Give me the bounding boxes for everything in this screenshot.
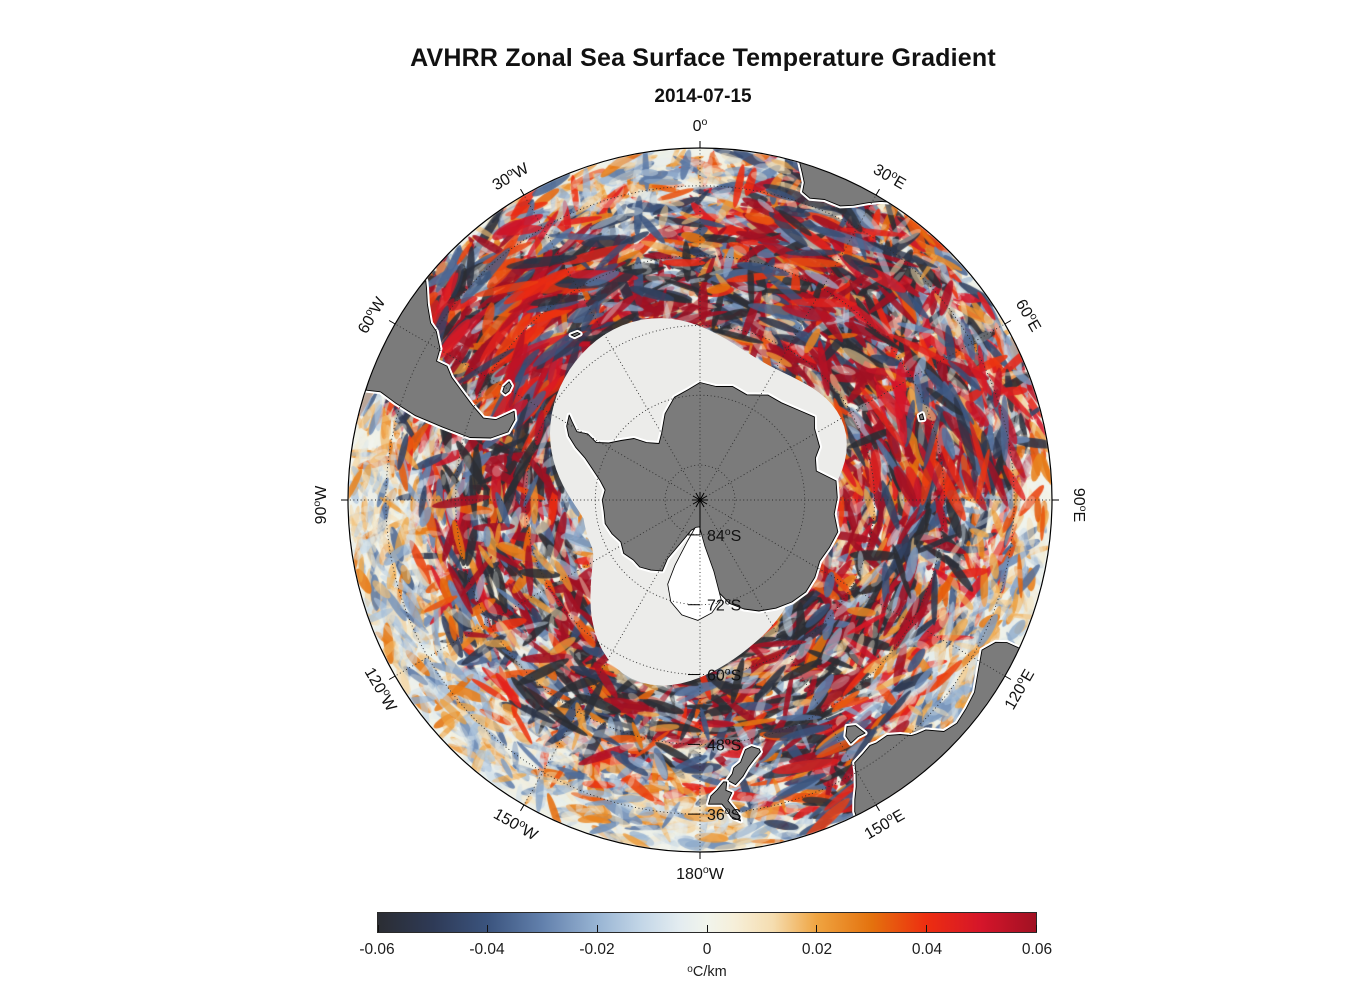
longitude-tick	[520, 804, 525, 812]
colorbar-tick-label: -0.06	[359, 941, 395, 958]
colorbar-unit-label: oC/km	[687, 964, 727, 980]
lat-label-48S: 48oS	[707, 735, 741, 754]
landmass-south_georgia	[570, 331, 581, 338]
figure-title: AVHRR Zonal Sea Surface Temperature Grad…	[410, 44, 996, 72]
colorbar-tick	[706, 925, 708, 932]
lon-label-30E: 30oE	[870, 159, 909, 193]
landmass-new_zealand_north	[708, 781, 741, 822]
colorbar-tick	[596, 925, 598, 932]
lon-label-120W: 120oW	[361, 664, 402, 716]
lat-label-72S: 72oS	[707, 596, 741, 615]
colorbar-tick	[1035, 925, 1037, 932]
degree-symbol: o	[687, 964, 693, 975]
colorbar-tick-label: 0.06	[1021, 941, 1053, 958]
ross-ice-shelf	[667, 526, 722, 621]
lon-label-0: 0o	[693, 116, 708, 135]
lat-label-84S: 84oS	[707, 526, 741, 545]
longitude-tick	[875, 188, 880, 196]
lon-label-90E: 90oE	[1070, 488, 1089, 522]
lat-label-60S: 60oS	[707, 665, 741, 684]
colorbar	[377, 912, 1037, 933]
colorbar-tick-label: 0.04	[911, 941, 943, 958]
lon-label-90W: 90oW	[311, 485, 330, 525]
colorbar-tick-label: 0	[702, 941, 712, 958]
colorbar-tick	[377, 925, 379, 932]
longitude-tick	[520, 188, 525, 196]
lat-label-36S: 36oS	[707, 805, 741, 824]
landmass-falkland_islands	[502, 381, 512, 395]
landmass-kerguelen	[918, 413, 925, 421]
colorbar-tick	[925, 925, 927, 932]
longitude-tick	[1004, 675, 1012, 680]
lon-label-150E: 150oE	[861, 805, 908, 843]
figure-subtitle: 2014-07-15	[654, 86, 752, 107]
latitude-circle	[594, 394, 806, 606]
colorbar-tick-label: 0.02	[801, 941, 833, 958]
colorbar-tick-label: -0.02	[579, 941, 615, 958]
colorbar-tick-label: -0.04	[469, 941, 505, 958]
colorbar-tick	[816, 925, 818, 932]
colorbar-tick-labels: -0.06 -0.04 -0.02 0 0.02 0.04 0.06	[359, 941, 1052, 961]
lon-label-30W: 30oW	[489, 158, 533, 194]
colorbar-tick	[487, 925, 489, 932]
longitude-tick	[875, 804, 880, 812]
longitude-tick	[388, 320, 396, 325]
landmass-tasmania	[845, 725, 866, 744]
lon-label-60W: 60oW	[353, 293, 389, 337]
longitude-tick	[1004, 320, 1012, 325]
lon-label-180W: 180oW	[676, 864, 725, 883]
longitude-tick	[388, 675, 396, 680]
latitude-circle	[455, 255, 945, 745]
lon-label-60E: 60oE	[1012, 296, 1046, 335]
map-layers	[348, 148, 1052, 852]
